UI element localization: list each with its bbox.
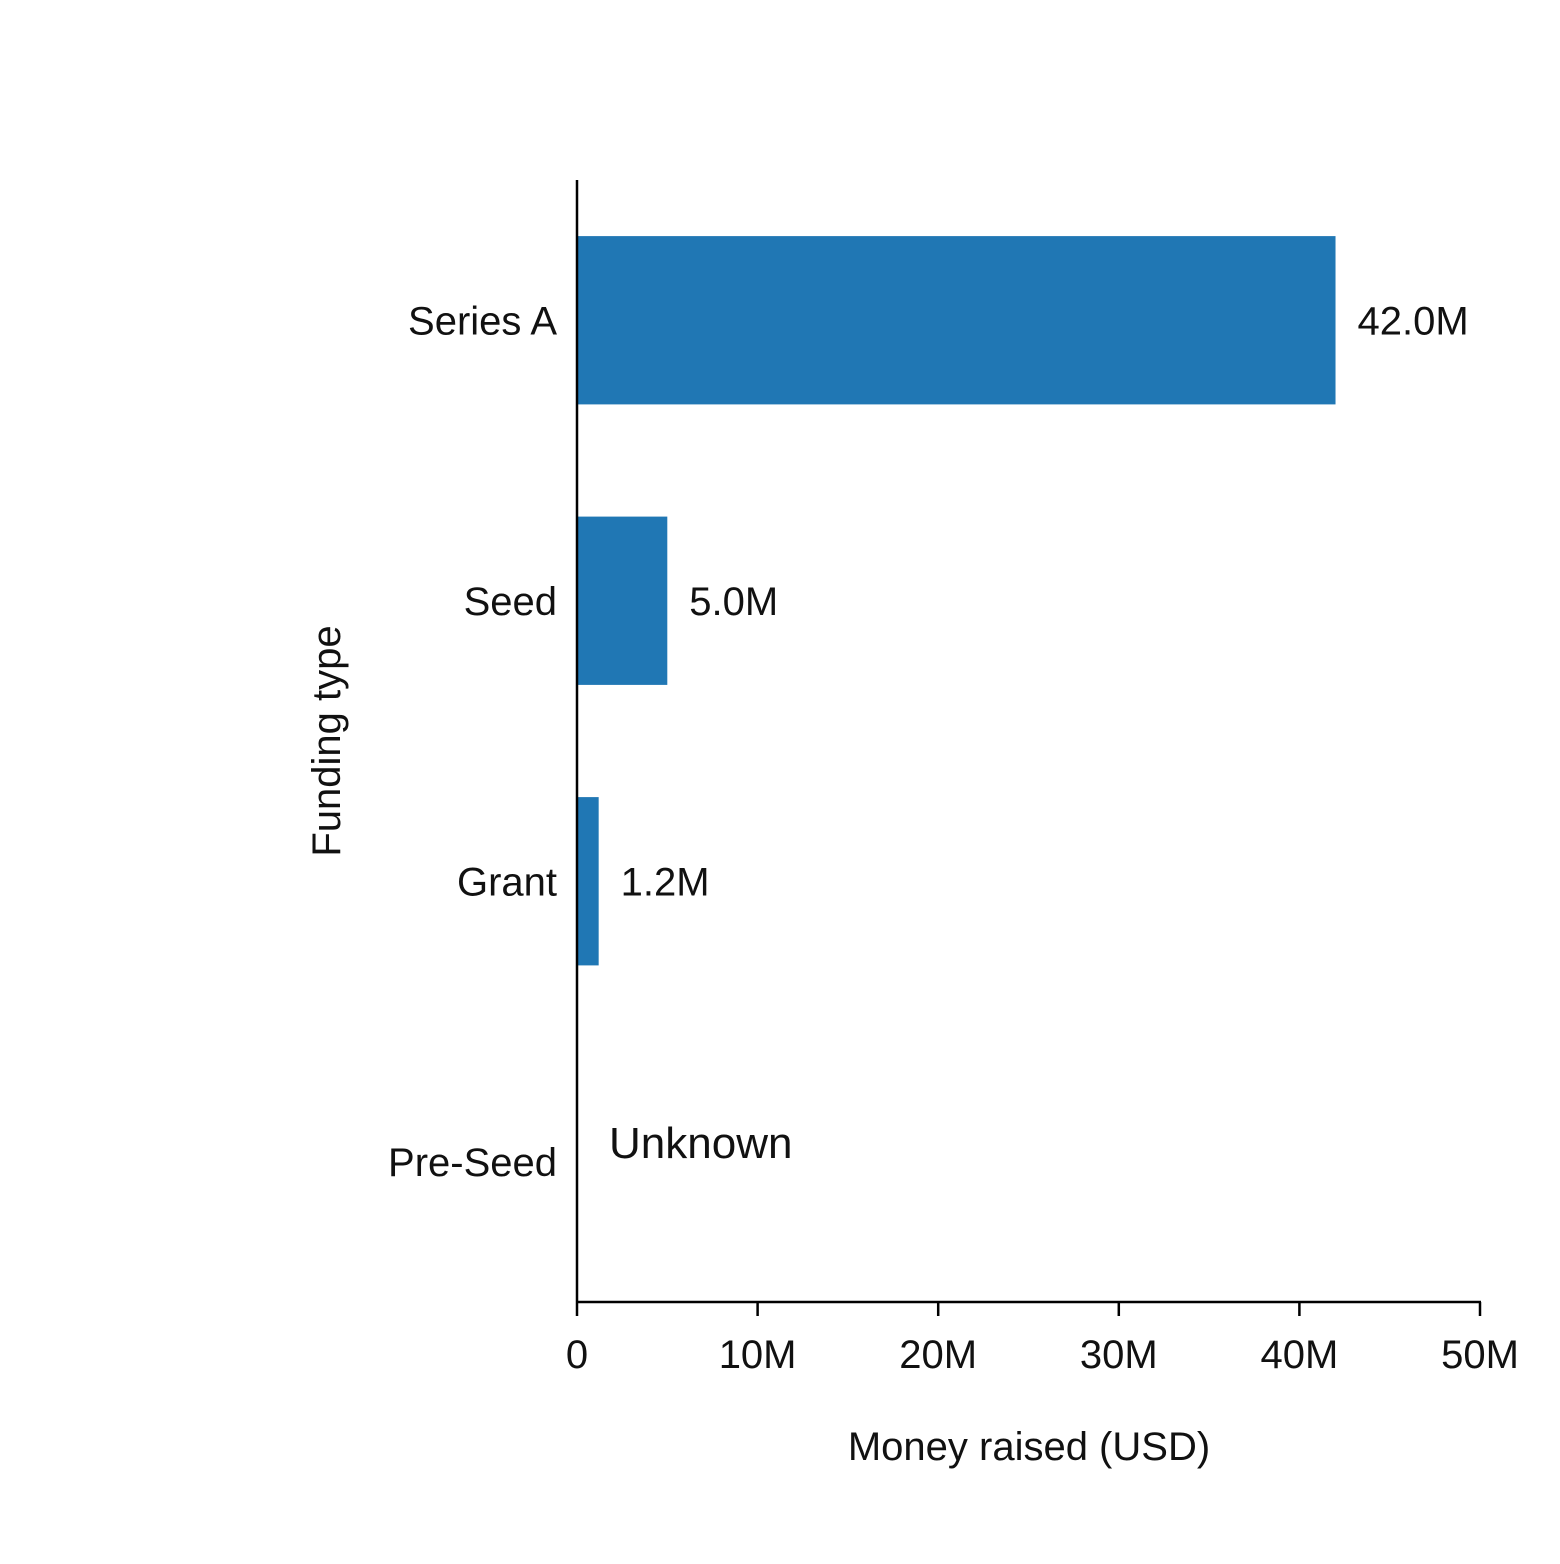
x-tick-label: 40M (1260, 1333, 1338, 1377)
y-tick-label: Pre-Seed (388, 1141, 557, 1185)
data-label: Unknown (609, 1119, 792, 1168)
bars-group (577, 236, 1336, 966)
x-ticks: 0 10M 20M 30M 40M 50M (566, 1302, 1519, 1377)
data-labels: 42.0M 5.0M 1.2M Unknown (609, 299, 1469, 1168)
x-tick-label: 0 (566, 1333, 588, 1377)
y-tick-label: Series A (408, 299, 557, 343)
data-label: 42.0M (1358, 299, 1469, 343)
y-axis-title: Funding type (305, 625, 349, 856)
x-tick-label: 30M (1080, 1333, 1158, 1377)
x-tick-label: 50M (1441, 1333, 1519, 1377)
x-tick-label: 20M (899, 1333, 977, 1377)
data-label: 1.2M (621, 860, 710, 904)
y-tick-labels: Series A Seed Grant Pre-Seed (388, 299, 557, 1185)
bar (577, 797, 599, 966)
x-tick-label: 10M (719, 1333, 797, 1377)
y-tick-label: Grant (457, 860, 557, 904)
bar (577, 516, 668, 685)
data-label: 5.0M (689, 580, 778, 624)
bar (577, 236, 1336, 405)
x-axis-title: Money raised (USD) (848, 1425, 1210, 1469)
y-tick-label: Seed (464, 580, 557, 624)
